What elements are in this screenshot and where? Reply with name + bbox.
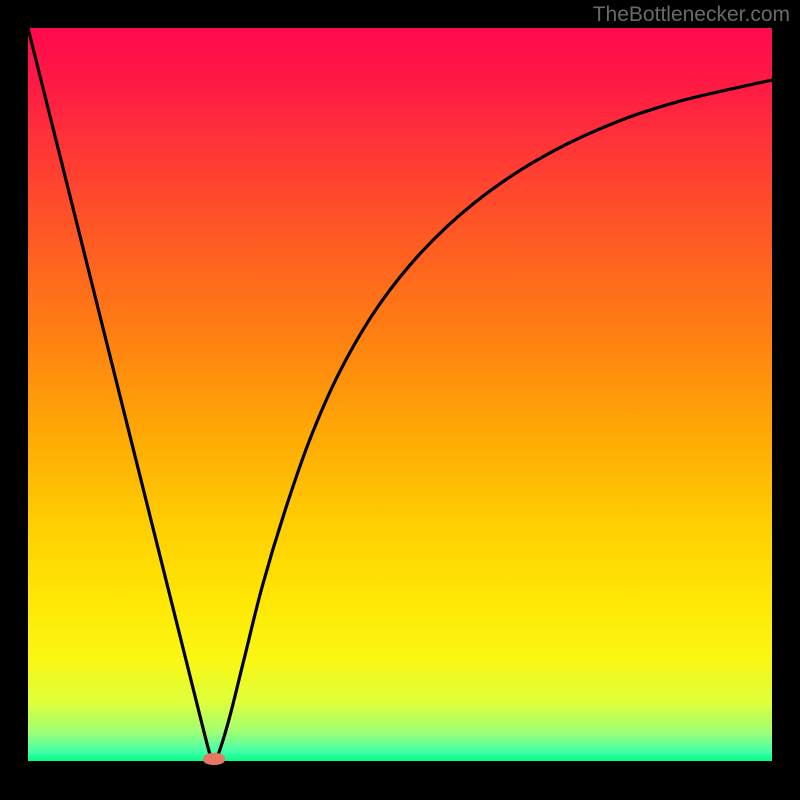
optimal-point-marker bbox=[203, 753, 225, 765]
chart-container: TheBottlenecker.com bbox=[0, 0, 800, 800]
plot-area bbox=[28, 28, 772, 772]
watermark-text: TheBottlenecker.com bbox=[593, 3, 790, 27]
curve-path bbox=[28, 28, 772, 761]
bottleneck-curve bbox=[28, 28, 772, 772]
